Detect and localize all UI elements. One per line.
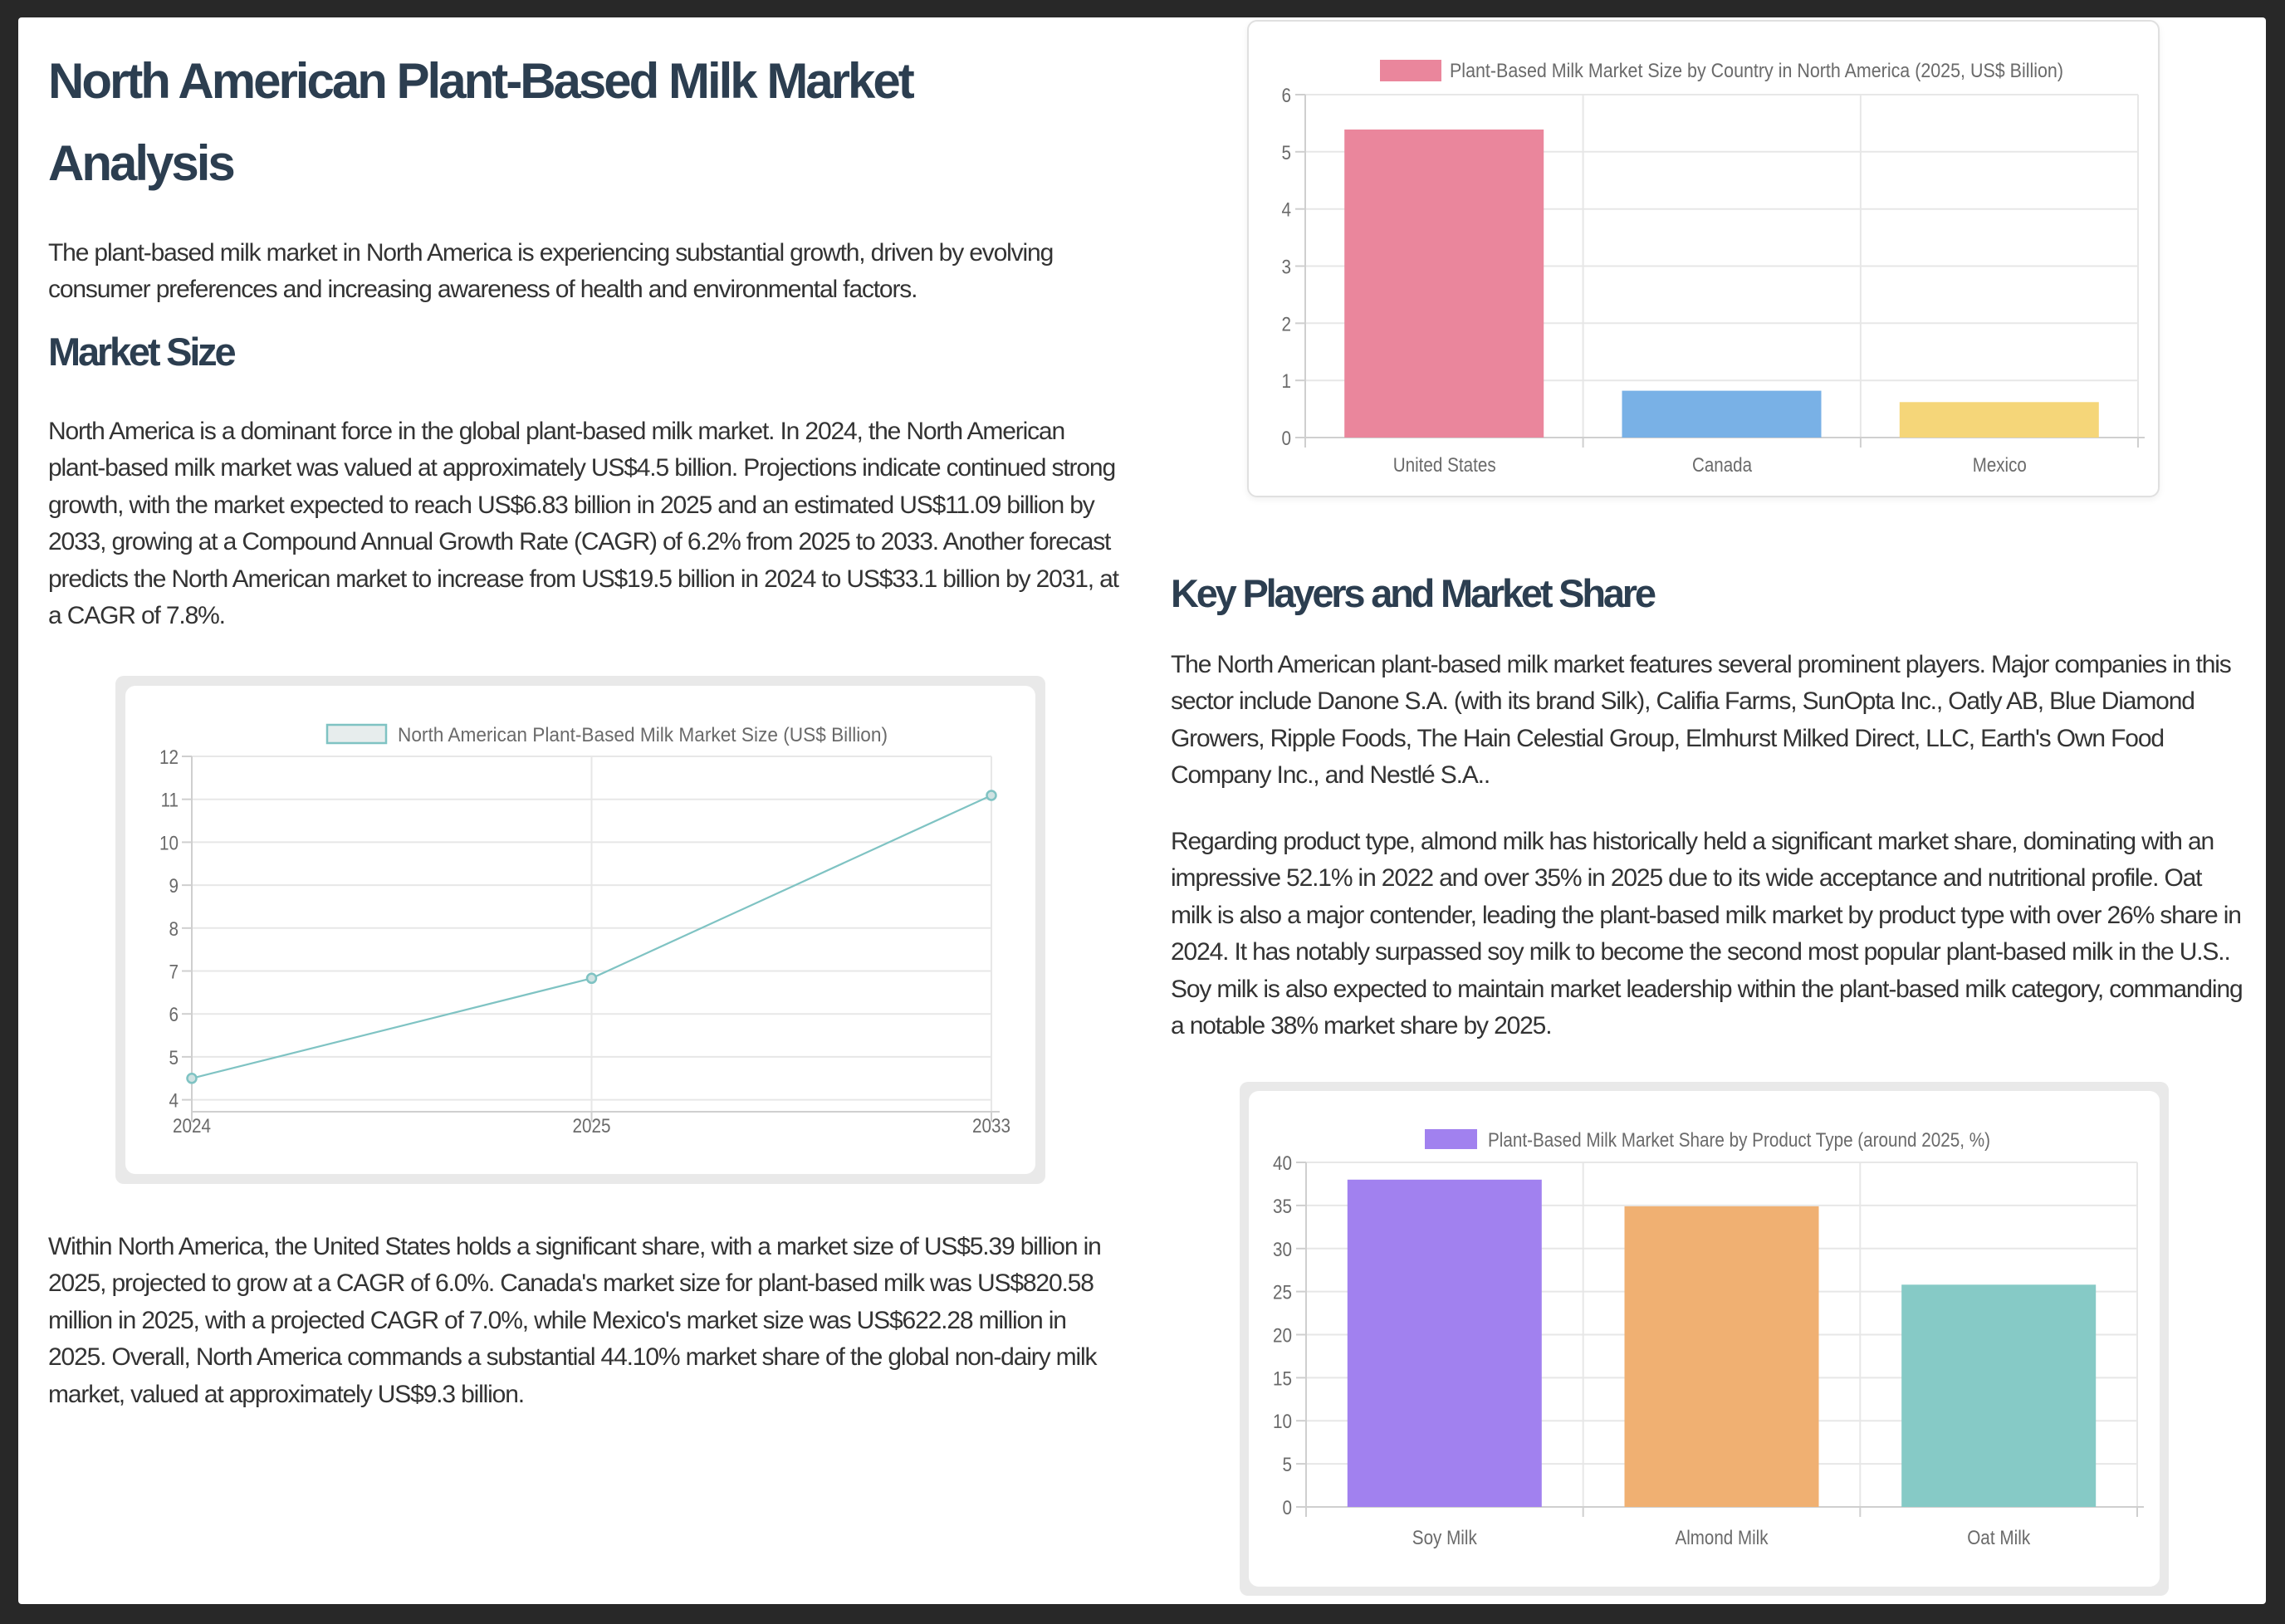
svg-text:3: 3	[1282, 257, 1292, 279]
svg-text:2024: 2024	[173, 1115, 211, 1137]
svg-text:0: 0	[1283, 1497, 1293, 1519]
svg-text:30: 30	[1273, 1239, 1292, 1261]
svg-text:8: 8	[169, 918, 179, 941]
svg-text:9: 9	[169, 875, 179, 898]
svg-text:2: 2	[1282, 313, 1292, 335]
svg-text:North American Plant-Based Mil: North American Plant-Based Milk Market S…	[398, 724, 888, 746]
svg-text:0: 0	[1282, 428, 1292, 450]
svg-text:1: 1	[1282, 370, 1292, 393]
svg-text:20: 20	[1273, 1325, 1292, 1348]
svg-text:11: 11	[161, 790, 179, 812]
svg-text:2025: 2025	[573, 1115, 611, 1137]
svg-text:10: 10	[159, 832, 179, 854]
svg-text:Canada: Canada	[1692, 454, 1753, 477]
svg-text:5: 5	[169, 1047, 179, 1069]
svg-text:40: 40	[1273, 1152, 1292, 1175]
svg-text:15: 15	[1273, 1367, 1292, 1390]
svg-text:Almond Milk: Almond Milk	[1676, 1527, 1769, 1549]
svg-text:5: 5	[1282, 142, 1292, 164]
svg-text:5: 5	[1283, 1454, 1293, 1476]
svg-text:25: 25	[1273, 1282, 1292, 1304]
svg-text:Plant-Based Milk Market Size b: Plant-Based Milk Market Size by Country …	[1450, 60, 2063, 82]
svg-text:Mexico: Mexico	[1973, 454, 2027, 477]
svg-text:2033: 2033	[972, 1115, 1010, 1137]
svg-text:6: 6	[1282, 85, 1292, 107]
svg-text:Soy Milk: Soy Milk	[1412, 1527, 1478, 1549]
svg-text:4: 4	[1282, 199, 1292, 222]
svg-text:Plant-Based Milk Market Share: Plant-Based Milk Market Share by Product…	[1488, 1129, 1990, 1152]
svg-text:United States: United States	[1393, 454, 1496, 477]
svg-text:10: 10	[1273, 1411, 1292, 1433]
svg-text:7: 7	[169, 961, 179, 984]
svg-text:12: 12	[159, 746, 179, 769]
svg-text:35: 35	[1273, 1196, 1292, 1218]
svg-text:Oat Milk: Oat Milk	[1967, 1527, 2031, 1549]
svg-text:6: 6	[169, 1004, 179, 1026]
svg-text:4: 4	[169, 1090, 179, 1113]
